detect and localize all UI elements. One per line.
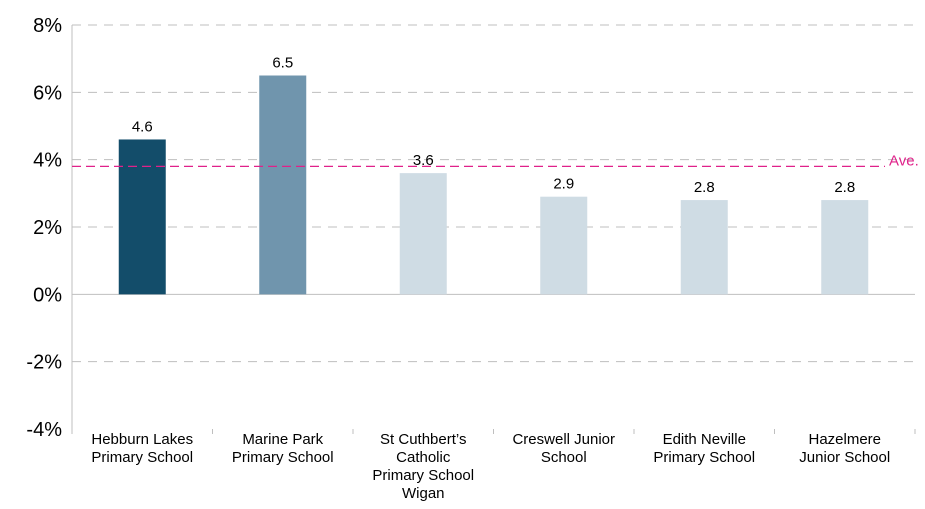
category-label-line: School (541, 449, 587, 466)
category-label: St Cuthbert’s Catholic Primary School Wigan (372, 431, 474, 502)
average-label: Ave. (889, 152, 919, 169)
category-label-line: Primary School (91, 449, 193, 466)
bar (821, 200, 869, 295)
bar (118, 139, 166, 295)
category-label: Creswell Junior School (512, 431, 615, 466)
category-label-line: Wigan (402, 485, 445, 502)
category-label: Marine Park Primary School (232, 431, 334, 466)
y-tick-label: 8% (33, 15, 62, 37)
category-label-line: Creswell Junior (512, 431, 615, 448)
y-tick-label: 4% (33, 150, 62, 172)
y-tick-label: 0% (33, 284, 62, 306)
data-label: 2.8 (694, 179, 715, 196)
category-label-line: Hazelmere (808, 431, 881, 448)
category-label: Hazelmere Junior School (799, 431, 890, 466)
data-label: 3.6 (413, 152, 434, 169)
y-tick-label: -2% (26, 352, 62, 374)
category-label: Hebburn Lakes Primary School (91, 431, 193, 466)
category-label-line: Primary School (232, 449, 334, 466)
data-label: 4.6 (132, 118, 153, 135)
data-label: 2.9 (553, 176, 574, 193)
bar (259, 75, 307, 295)
category-label-line: St Cuthbert’s (380, 431, 466, 448)
y-tick-label: 2% (33, 217, 62, 239)
data-label: 2.8 (834, 179, 855, 196)
category-label-line: Catholic (396, 449, 451, 466)
category-label-line: Primary School (653, 449, 755, 466)
category-label-line: Hebburn Lakes (91, 431, 193, 448)
bar (540, 196, 588, 295)
bar (399, 173, 447, 295)
category-label-line: Primary School (372, 467, 474, 484)
y-tick-label: 6% (33, 82, 62, 104)
y-tick-label: -4% (26, 419, 62, 441)
category-label: Edith Neville Primary School (653, 431, 755, 466)
category-label-line: Junior School (799, 449, 890, 466)
data-label: 6.5 (272, 55, 293, 72)
category-label-line: Edith Neville (663, 431, 746, 448)
bar (680, 200, 728, 295)
category-label-line: Marine Park (242, 431, 323, 448)
